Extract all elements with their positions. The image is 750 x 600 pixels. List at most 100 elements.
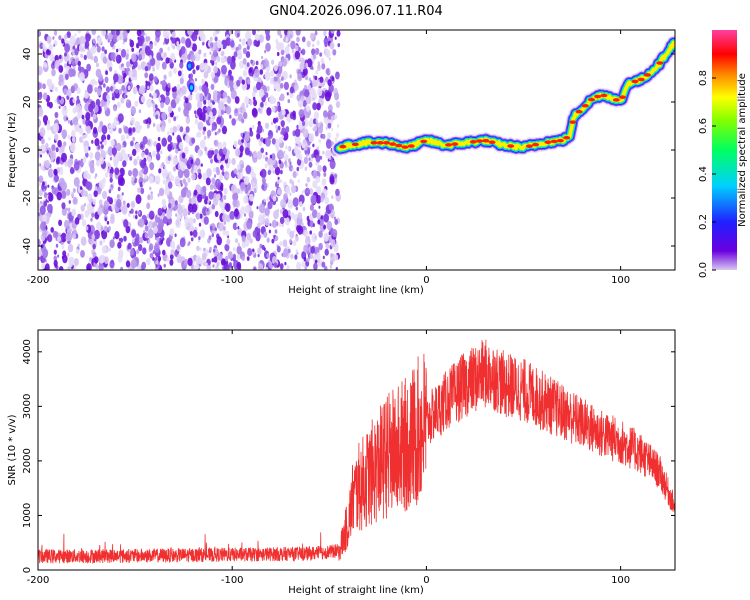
peak-hotspot — [370, 141, 378, 145]
noise-speckle — [314, 235, 317, 240]
noise-speckle — [70, 85, 76, 93]
noise-speckle — [156, 237, 160, 243]
noise-speckle — [116, 101, 121, 108]
noise-speckle — [283, 81, 289, 91]
noise-speckle — [163, 74, 167, 80]
noise-speckle — [179, 179, 183, 185]
noise-speckle — [287, 199, 294, 209]
noise-speckle — [115, 54, 122, 64]
noise-speckle — [212, 264, 215, 268]
noise-speckle — [295, 206, 298, 211]
snr-x-tick-label: -100 — [221, 575, 244, 586]
noise-speckle — [316, 146, 320, 151]
spectrogram-panel: -200 -100 0 100 40 20 0 -20 -40 Height of strai… — [7, 29, 676, 296]
noise-speckle — [80, 53, 83, 59]
noise-speckle — [232, 222, 238, 231]
noise-speckle — [106, 86, 110, 93]
noise-speckle — [318, 242, 323, 251]
spectrogram-y-tick-label: -40 — [22, 238, 33, 254]
peak-hotspot — [382, 141, 390, 145]
noise-speckle — [331, 195, 334, 200]
noise-speckle — [105, 150, 108, 155]
noise-speckle — [102, 190, 108, 200]
noise-speckle — [325, 126, 328, 130]
noise-speckle — [134, 100, 139, 107]
noise-speckle — [307, 189, 310, 194]
noise-speckle — [176, 83, 181, 91]
noise-speckle — [116, 194, 120, 199]
noise-speckle — [209, 51, 212, 55]
noise-speckle — [295, 30, 301, 36]
noise-speckle — [285, 126, 290, 133]
noise-speckle — [117, 186, 121, 192]
noise-speckle — [309, 188, 314, 195]
noise-speckle — [336, 124, 340, 128]
noise-speckle — [284, 160, 288, 166]
noise-speckle — [334, 219, 339, 225]
noise-speckle — [196, 95, 201, 101]
noise-speckle — [285, 36, 289, 43]
colorbar-tick-label: 0.0 — [698, 262, 709, 278]
noise-speckle — [264, 50, 267, 54]
peak-hotspot — [563, 135, 571, 140]
noise-speckle — [199, 247, 202, 251]
noise-speckle — [233, 51, 238, 58]
noise-speckle — [78, 43, 85, 53]
noise-speckle — [173, 67, 177, 74]
noise-speckle — [232, 247, 236, 252]
noise-speckle — [227, 158, 232, 164]
noise-speckle — [312, 81, 316, 87]
noise-speckle — [266, 107, 272, 116]
noise-speckle — [103, 139, 108, 146]
noise-speckle — [69, 167, 75, 175]
noise-speckle — [116, 30, 120, 36]
noise-speckle — [162, 237, 165, 241]
noise-speckle — [218, 128, 221, 133]
noise-speckle — [149, 194, 154, 200]
noise-speckle — [163, 52, 167, 58]
noise-speckle — [92, 113, 97, 120]
noise-speckle — [94, 138, 100, 147]
noise-speckle — [259, 69, 264, 75]
noise-speckle — [312, 223, 315, 228]
noise-speckle — [92, 243, 96, 250]
noise-speckle — [120, 266, 123, 270]
noise-speckle — [270, 121, 274, 126]
noise-speckle — [328, 104, 333, 113]
peak-hotspot — [550, 139, 558, 144]
noise-speckle — [198, 123, 201, 128]
noise-speckle — [174, 200, 178, 206]
noise-speckle — [269, 154, 273, 159]
noise-speckle — [154, 40, 158, 47]
noise-speckle — [313, 125, 318, 132]
noise-speckle — [261, 244, 265, 250]
noise-speckle — [302, 128, 309, 138]
noise-speckle — [257, 253, 260, 258]
noise-speckle — [67, 243, 74, 253]
noise-speckle — [282, 209, 289, 219]
noise-speckle — [295, 148, 302, 159]
noise-speckle — [289, 192, 292, 196]
noise-speckle — [272, 117, 277, 124]
noise-speckle — [304, 89, 310, 98]
noise-speckle — [42, 92, 48, 100]
noise-speckle — [219, 199, 225, 209]
noise-speckle — [314, 130, 319, 137]
noise-speckle — [335, 132, 340, 138]
noise-speckle — [216, 193, 221, 201]
peak-hotspot — [469, 139, 477, 144]
noise-speckle — [280, 120, 285, 128]
noise-speckle — [80, 250, 85, 258]
noise-speckle — [95, 159, 101, 167]
peak-hotspot — [631, 79, 639, 84]
noise-speckle — [325, 48, 329, 53]
peak-hotspot — [376, 141, 384, 145]
noise-speckle — [117, 75, 124, 85]
snr-y-tick-label: 0 — [22, 567, 33, 573]
noise-speckle — [104, 49, 108, 55]
snr-x-tick-label: -200 — [27, 575, 50, 586]
noise-speckle — [103, 104, 108, 111]
noise-speckle — [135, 125, 141, 134]
noise-speckle — [113, 73, 119, 83]
noise-speckle — [235, 117, 239, 122]
